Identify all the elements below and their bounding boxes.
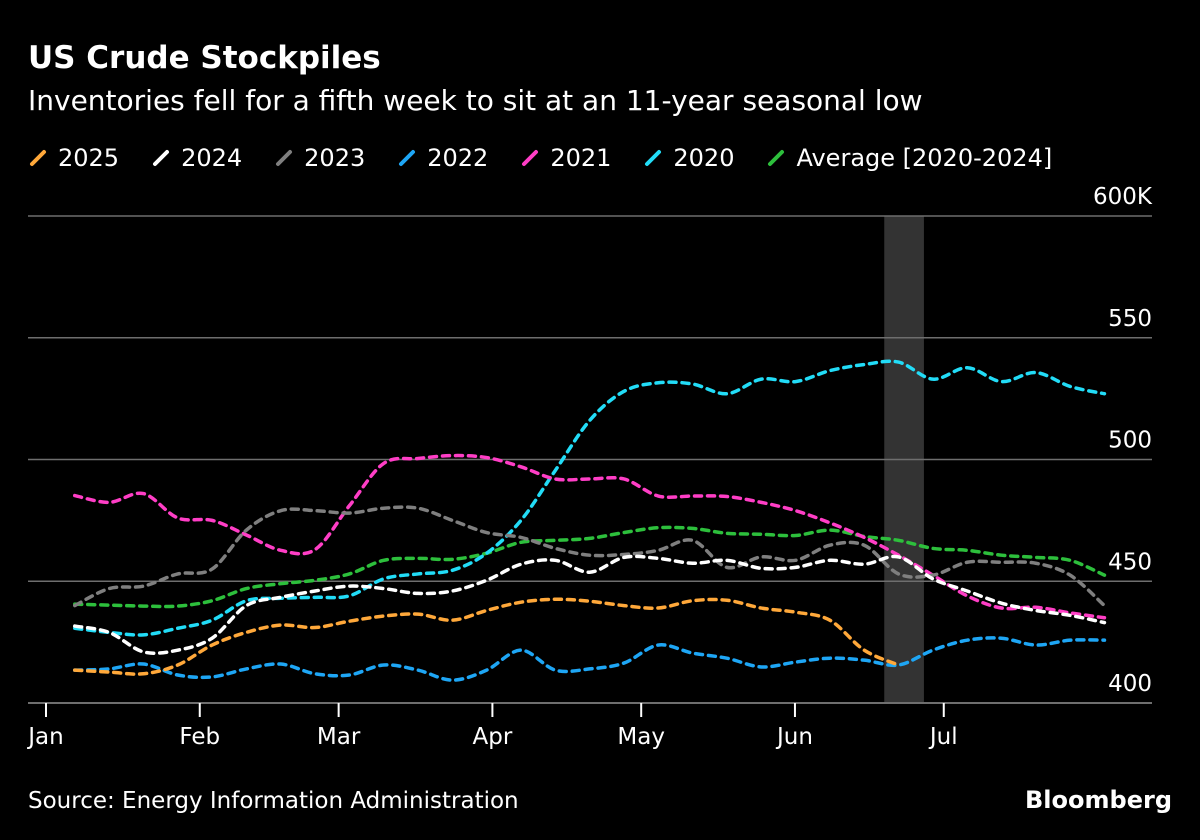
y-tick-label: 400 (1108, 671, 1152, 697)
legend-item: 2025 (28, 144, 119, 172)
legend-item: 2020 (643, 144, 734, 172)
x-tick-label: Jun (775, 724, 813, 750)
legend-swatch-icon (30, 150, 46, 166)
y-tick-label: 550 (1108, 306, 1152, 332)
x-tick-label: Apr (473, 724, 513, 750)
y-tick-label: 600K (1093, 184, 1153, 210)
chart-subtitle: Inventories fell for a fifth week to sit… (28, 84, 923, 117)
legend-label: 2020 (673, 144, 735, 172)
x-tick-label: Jan (26, 724, 63, 750)
legend-label: 2021 (550, 144, 612, 172)
legend-item: 2024 (151, 144, 242, 172)
legend-swatch-icon (522, 150, 539, 166)
legend-label: 2024 (181, 144, 243, 172)
series-line-average-2020-2024- (73, 525, 1107, 609)
source-note: Source: Energy Information Administratio… (28, 788, 519, 814)
legend: 2025 2024 2023 2022 2021 2020 Average [2020-20… (28, 144, 1084, 172)
legend-swatch-icon (645, 150, 662, 166)
legend-swatch-icon (768, 150, 785, 166)
legend-swatch-icon (276, 150, 293, 166)
legend-item: 2023 (274, 144, 365, 172)
x-tick-label: May (617, 724, 665, 750)
legend-item: Average [2020-2024] (766, 144, 1052, 172)
series-line-2022 (73, 636, 1107, 682)
legend-swatch-icon (399, 150, 416, 166)
x-tick-label: Feb (179, 724, 220, 750)
legend-item: 2021 (520, 144, 611, 172)
series-line-2023 (73, 505, 1107, 608)
legend-swatch-icon (153, 150, 170, 166)
y-tick-label: 450 (1108, 549, 1152, 575)
legend-label: 2023 (304, 144, 366, 172)
series-line-2025 (73, 597, 901, 676)
y-tick-label: 500 (1108, 428, 1152, 454)
legend-label: 2022 (427, 144, 489, 172)
legend-label: 2025 (58, 144, 120, 172)
legend-label: Average [2020-2024] (796, 144, 1053, 172)
chart-title: US Crude Stockpiles (28, 40, 381, 76)
x-tick-label: Jul (928, 724, 958, 750)
legend-item: 2022 (397, 144, 488, 172)
bloomberg-logo: Bloomberg (1025, 786, 1172, 814)
x-tick-label: Mar (317, 724, 361, 750)
